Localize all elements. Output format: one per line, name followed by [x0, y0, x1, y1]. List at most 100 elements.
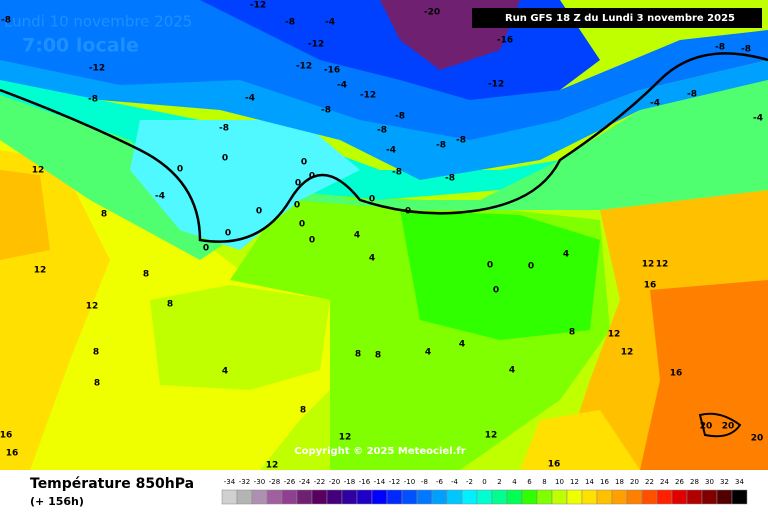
contour-label: -4	[650, 99, 660, 109]
contour-label: 0	[299, 220, 305, 230]
contour-label: -4	[753, 114, 763, 124]
legend-swatch	[401, 489, 418, 505]
legend-label: -34	[224, 478, 236, 486]
contour-label: 12	[485, 431, 498, 441]
contour-label: 4	[563, 250, 569, 260]
legend-label: -30	[254, 478, 265, 486]
contour-label: 16	[548, 460, 561, 470]
legend-label: 34	[735, 478, 744, 486]
legend-label: 28	[690, 478, 699, 486]
legend-label: 22	[645, 478, 654, 486]
legend-swatch	[641, 489, 658, 505]
contour-label: -8	[88, 95, 98, 105]
legend-label: -18	[344, 478, 355, 486]
legend-label: 14	[585, 478, 594, 486]
contour-label: 0	[177, 165, 183, 175]
contour-label: -12	[308, 40, 324, 50]
legend-swatch	[701, 489, 718, 505]
legend-swatch	[446, 489, 463, 505]
contour-label: -8	[741, 45, 751, 55]
contour-label: -8	[436, 141, 446, 151]
legend-swatch	[506, 489, 523, 505]
contour-label: -4	[155, 192, 165, 202]
legend-label: -22	[314, 478, 325, 486]
contour-label: 12	[34, 266, 47, 276]
legend-swatch	[656, 489, 673, 505]
legend-label: -16	[359, 478, 371, 486]
legend: -34 -32 -30 -28 -26 -24 -22 -20 -18 -16 -14 -12 -10-…	[221, 478, 748, 505]
legend-label: 24	[660, 478, 669, 486]
contour-label: 12	[656, 260, 669, 270]
legend-swatch	[431, 489, 448, 505]
contour-label: 8	[143, 270, 149, 280]
legend-swatch	[521, 489, 538, 505]
contour-label: 0	[301, 158, 307, 168]
contour-label: 0	[528, 262, 534, 272]
contour-label: 0	[222, 154, 228, 164]
contour-label: 8	[94, 379, 100, 389]
contour-label: 4	[369, 254, 375, 264]
contour-label: 0	[493, 286, 499, 296]
legend-swatch	[566, 489, 583, 505]
legend-label: -2	[466, 478, 473, 486]
copyright: Copyright © 2025 Meteociel.fr	[294, 446, 465, 457]
legend-label: 32	[720, 478, 729, 486]
contour-label: -12	[296, 62, 312, 72]
contour-label: 12	[86, 302, 99, 312]
contour-label: 20	[751, 434, 764, 444]
contour-label: 16	[644, 281, 657, 291]
legend-swatch	[716, 489, 733, 505]
contour-label: 16	[6, 449, 19, 459]
legend-swatch	[551, 489, 568, 505]
legend-label: -6	[436, 478, 444, 486]
legend-swatch	[536, 489, 553, 505]
legend-swatch	[626, 489, 643, 505]
contour-label: -4	[325, 18, 335, 28]
contour-label: 0	[295, 179, 301, 189]
legend-label: 26	[675, 478, 684, 486]
contour-label: -8	[377, 126, 387, 136]
forecast-date: Lundi 10 novembre 2025	[4, 13, 192, 31]
contour-label: -8	[219, 124, 229, 134]
contour-label: 0	[487, 261, 493, 271]
legend-label: 16	[600, 478, 609, 486]
contour-label: -16	[324, 66, 340, 76]
contour-label: 16	[0, 431, 12, 441]
legend-label: 10	[555, 478, 564, 486]
legend-swatch	[266, 489, 283, 505]
contour-label: 8	[167, 300, 173, 310]
contour-label: -8	[687, 90, 697, 100]
contour-label: 20	[700, 422, 713, 432]
map-labels: -12 -8 -8 -12 -12 -16 -4 -12 -8 -8 -8 -12 -8 -8 -4 -8 -8…	[0, 1, 763, 471]
legend-swatch	[356, 489, 373, 505]
footer-title: Température 850hPa	[30, 476, 194, 492]
contour-label: 12	[621, 348, 634, 358]
legend-swatch	[671, 489, 688, 505]
legend-label: 20	[630, 478, 639, 486]
contour-label: -12	[89, 64, 105, 74]
contour-label: 4	[354, 231, 360, 241]
legend-label: -14	[374, 478, 386, 486]
legend-label: 30	[705, 478, 714, 486]
contour-label: -8	[321, 106, 331, 116]
contour-label: -8	[285, 18, 295, 28]
contour-label: -8	[445, 174, 455, 184]
legend-label: -4	[451, 478, 459, 486]
contour-label: 12	[642, 260, 655, 270]
contour-label: 16	[670, 369, 683, 379]
legend-label: -32	[239, 478, 250, 486]
contour-label: -8	[1, 16, 11, 26]
contour-label: 8	[300, 406, 306, 416]
contour-label: -8	[456, 136, 466, 146]
contour-label: 4	[425, 348, 431, 358]
legend-swatch	[596, 489, 613, 505]
contour-label: 8	[93, 348, 99, 358]
forecast-time: 7:00 locale	[22, 35, 139, 57]
contour-label: 0	[294, 201, 300, 211]
run-box	[472, 8, 762, 28]
contour-label: 0	[256, 207, 262, 217]
legend-swatch	[491, 489, 508, 505]
contour-label: 8	[569, 328, 575, 338]
legend-label: 8	[542, 478, 546, 486]
